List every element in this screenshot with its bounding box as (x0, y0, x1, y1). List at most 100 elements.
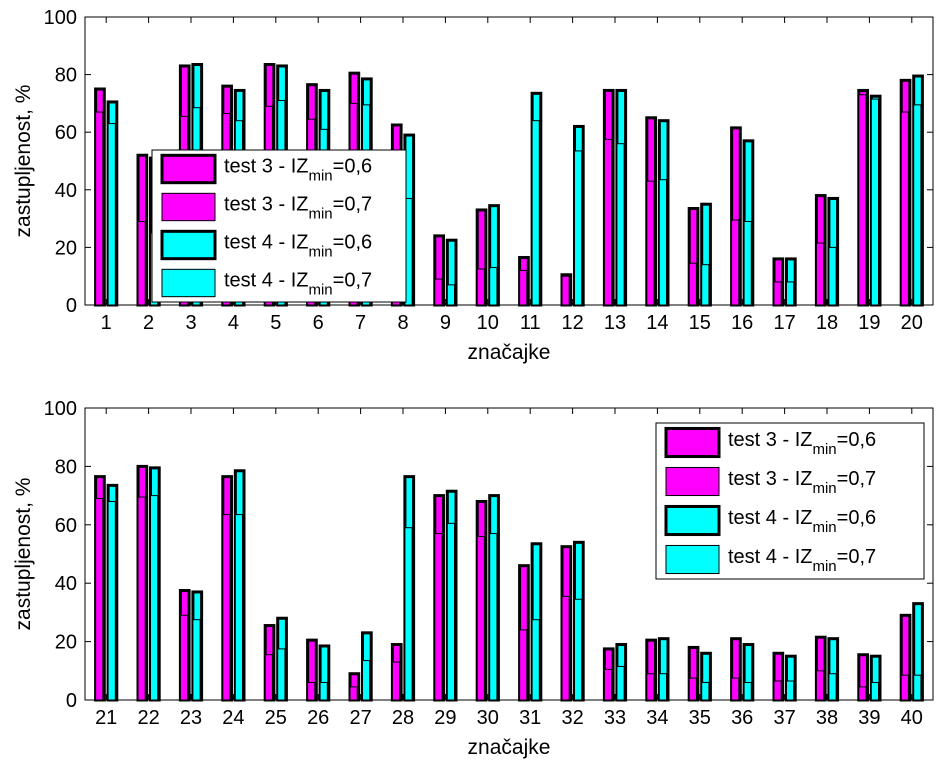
y-tick-label: 0 (66, 690, 77, 712)
x-tick-label: 24 (222, 707, 244, 729)
x-tick-label: 37 (773, 707, 795, 729)
bar-test3-07 (858, 686, 867, 701)
bar-test3-07 (731, 677, 740, 701)
bar-test3-07 (815, 670, 825, 701)
x-tick-label: 33 (604, 707, 626, 729)
legend-label: test 4 - IZmin=0,6 (728, 507, 876, 536)
bar-test4-07 (446, 284, 456, 306)
x-tick-label: 6 (313, 312, 324, 334)
legend-label: test 4 - IZmin=0,7 (224, 269, 372, 298)
bar-test3-07 (476, 268, 485, 306)
bar-test4-07 (362, 660, 371, 701)
x-tick-label: 14 (646, 312, 668, 334)
bar-test3-07 (603, 138, 613, 306)
legend-label: test 4 - IZmin=0,6 (224, 231, 372, 260)
bar-test3-07 (603, 668, 613, 701)
bar-test4-07 (828, 246, 837, 306)
x-tick-label: 20 (901, 312, 923, 334)
x-tick-label: 17 (773, 312, 795, 334)
x-tick-label: 36 (731, 707, 753, 729)
x-tick-label: 23 (180, 707, 202, 729)
x-tick-label: 1 (101, 312, 112, 334)
legend-swatch (665, 466, 720, 497)
x-tick-label: 27 (349, 707, 371, 729)
bar-test4-07 (743, 220, 752, 306)
bar-test4-07 (489, 533, 498, 701)
bar-test3-07 (264, 654, 273, 701)
y-tick-label: 20 (55, 237, 77, 259)
bar-test3-07 (561, 595, 570, 701)
bar-test4-07 (701, 681, 710, 701)
bar-test3-07 (137, 496, 146, 701)
x-tick-label: 13 (604, 312, 626, 334)
x-tick-label: 26 (307, 707, 329, 729)
x-tick-label: 31 (519, 707, 541, 729)
bar-test4-07 (913, 104, 922, 306)
bar-test4-07 (319, 681, 328, 701)
legend-swatch (161, 268, 216, 298)
bar-test4-07 (574, 598, 583, 701)
x-tick-label: 21 (95, 707, 117, 729)
x-tick-label: 35 (689, 707, 711, 729)
legend: test 3 - IZmin=0,6 test 3 - IZmin=0,7 test… (151, 149, 407, 303)
bar-test4-07 (574, 150, 583, 306)
legend-swatch (160, 153, 217, 185)
x-tick-label: 16 (731, 312, 753, 334)
bar-test3-07 (519, 629, 528, 701)
bar-test3-07 (900, 111, 909, 306)
legend-label: test 3 - IZmin=0,7 (224, 193, 372, 222)
y-tick-label: 60 (55, 515, 77, 537)
x-tick-label: 8 (397, 312, 408, 334)
bar-test4-07 (531, 120, 540, 306)
bar-test3-07 (307, 681, 316, 701)
bar-test3-07 (900, 674, 909, 701)
bar-test4-07 (234, 514, 244, 701)
y-tick-label: 100 (44, 7, 77, 29)
x-tick-label: 9 (440, 312, 451, 334)
bar-test4-07 (701, 264, 710, 306)
y-axis-label: zastupljenost, % (12, 85, 35, 238)
bar-test3-07 (858, 94, 867, 306)
bar-test4-07 (870, 681, 880, 701)
bar-test3-07 (519, 269, 528, 306)
bar-test4-07 (404, 527, 413, 701)
bar-test4-07 (743, 681, 752, 701)
x-axis-label: značajke (468, 736, 551, 759)
x-tick-label: 10 (477, 312, 499, 334)
legend: test 3 - IZmin=0,6 test 3 - IZmin=0,7 test… (655, 422, 925, 580)
chart-bottom: 0 20 40 60 80 100 21 22 23 24 25 26 27 28 29 30 31 32 33 34… (12, 398, 934, 759)
bar-test3-07 (476, 535, 485, 701)
legend-swatch (664, 504, 721, 537)
y-tick-label: 80 (55, 456, 77, 478)
x-tick-label: 2 (143, 312, 154, 334)
x-axis-label: značajke (468, 341, 551, 364)
bar-test3-07 (646, 180, 655, 306)
y-tick-label: 40 (55, 573, 77, 595)
bar-test4-07 (658, 179, 668, 306)
bar-test3-07 (391, 661, 401, 701)
legend-label: test 3 - IZmin=0,6 (224, 155, 372, 184)
legend-label: test 4 - IZmin=0,7 (728, 546, 876, 575)
x-tick-label: 4 (228, 312, 239, 334)
bar-test3-07 (222, 514, 231, 701)
bar-test4-07 (913, 674, 922, 701)
bar-test4-07 (489, 267, 498, 306)
bar-test4-07 (531, 619, 540, 701)
bar-test4-07 (150, 495, 159, 701)
x-tick-label: 15 (689, 312, 711, 334)
y-tick-label: 40 (55, 180, 77, 202)
x-tick-label: 40 (901, 707, 923, 729)
bar-test3-07 (95, 498, 104, 701)
bar-test3-07 (731, 219, 740, 306)
bar-test4-07 (277, 648, 286, 701)
x-tick-label: 3 (185, 312, 196, 334)
bar-test3-07 (434, 278, 443, 306)
bar-test4-07 (192, 619, 201, 701)
y-axis-label: zastupljenost, % (12, 478, 35, 631)
bar-test3-07 (137, 220, 146, 306)
x-tick-label: 19 (858, 312, 880, 334)
bar-test3-07 (815, 242, 825, 306)
bar-test3-07 (773, 680, 782, 701)
